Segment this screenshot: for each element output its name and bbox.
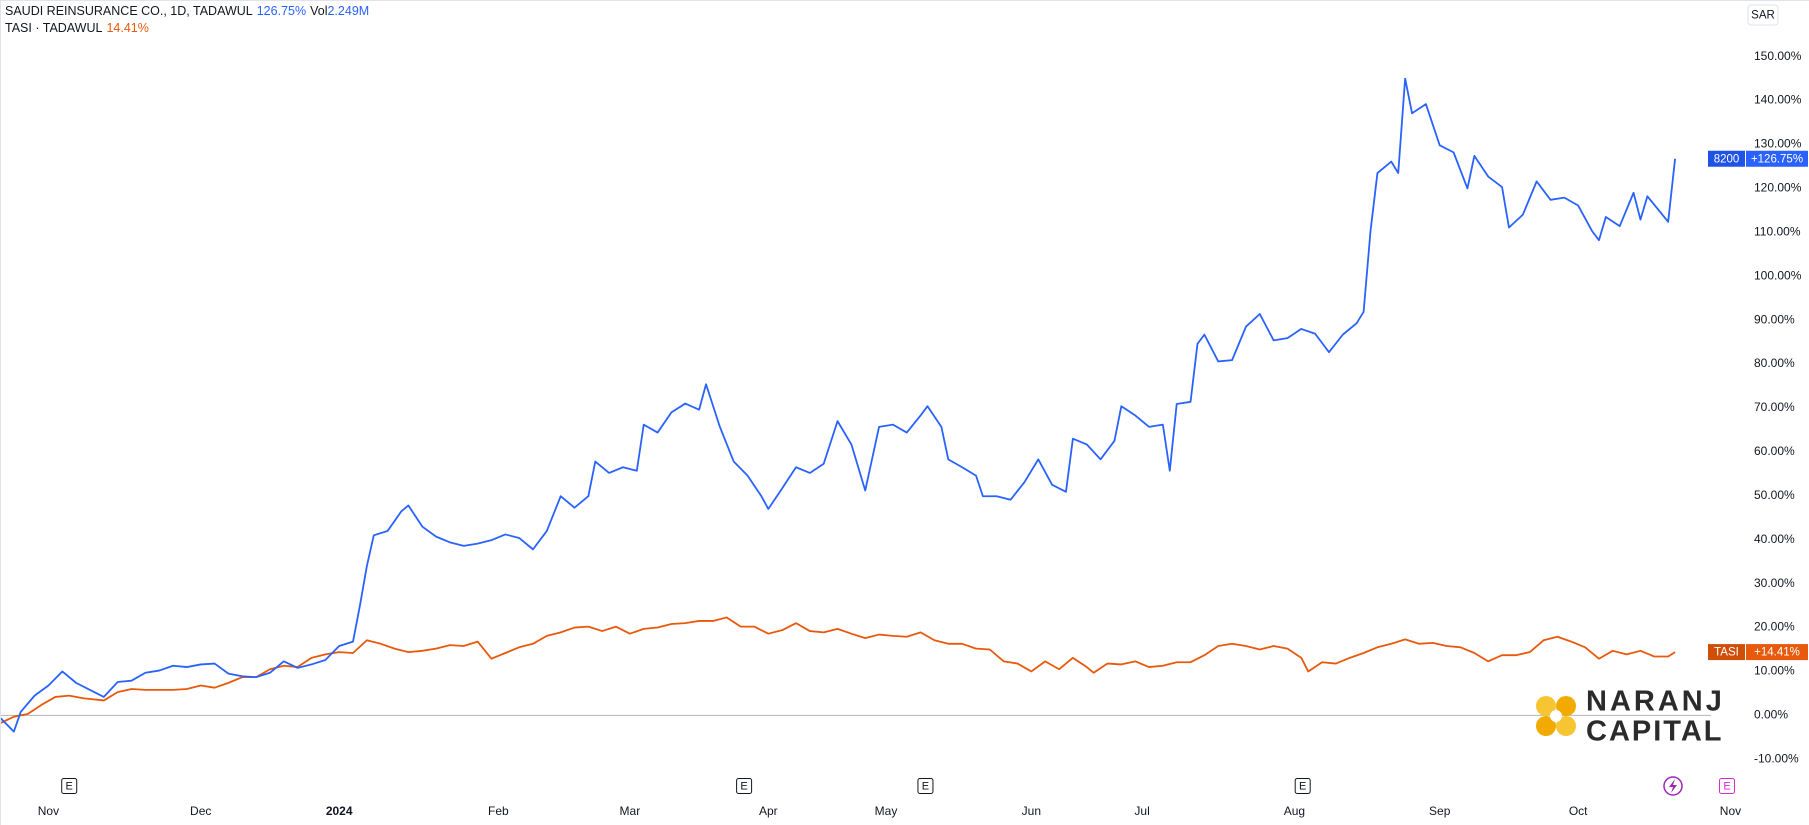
x-tick-label: Apr	[759, 804, 778, 818]
badge-value: +126.75%	[1751, 153, 1803, 165]
event-marker[interactable]: E	[1294, 778, 1311, 794]
y-tick-label: 110.00%	[1754, 224, 1801, 238]
last-value-badge: TASI +14.41%	[1708, 644, 1808, 661]
legend-name: TASI · TADAWUL	[5, 21, 103, 35]
icon-circle	[1663, 776, 1683, 796]
x-tick-label: Nov	[1720, 804, 1741, 818]
y-tick-label: 80.00%	[1754, 356, 1795, 370]
legend-change: 126.75%	[256, 4, 307, 18]
x-tick-label: 2024	[326, 804, 353, 818]
event-box	[1294, 778, 1311, 794]
event-label: E	[1299, 780, 1306, 792]
plot	[0, 77, 1711, 733]
x-tick-label: Oct	[1569, 804, 1588, 818]
badge-ticker: 8200	[1714, 153, 1740, 165]
legend-row: TASI · TADAWUL 14.41%	[5, 21, 153, 35]
event-marker[interactable]: E	[917, 778, 934, 794]
x-tick-label: Nov	[38, 804, 59, 818]
event-box	[61, 778, 78, 794]
realtime-icon[interactable]	[1663, 776, 1683, 796]
logo-petal	[1556, 716, 1576, 736]
currency: SAR	[1751, 10, 1775, 22]
event-box	[1718, 778, 1735, 794]
x-tick-label: Dec	[190, 804, 211, 818]
y-tick-label: 40.00%	[1754, 532, 1795, 546]
y-tick-label: 120.00%	[1754, 181, 1802, 195]
logo-text: NARANJ	[1586, 686, 1725, 718]
event-label: E	[922, 780, 929, 792]
legend-name: SAUDI REINSURANCE CO., 1D, TADAWUL	[5, 4, 253, 18]
x-tick-label: Sep	[1429, 804, 1451, 818]
legend-row: SAUDI REINSURANCE CO., 1D, TADAWUL 126.75…	[5, 4, 373, 18]
icon-bolt	[1669, 779, 1677, 793]
y-tick-label: 20.00%	[1754, 620, 1795, 634]
currency-box[interactable]	[1747, 4, 1779, 26]
y-tick-label: 140.00%	[1754, 93, 1802, 107]
event-marker[interactable]: E	[736, 778, 753, 794]
event-label: E	[740, 780, 747, 792]
price-axis-panel	[1711, 0, 1809, 825]
event-label: E	[1723, 780, 1730, 792]
y-tick-label: -10.00%	[1754, 751, 1799, 765]
y-tick-label: 70.00%	[1754, 400, 1795, 414]
badge-ticker: TASI	[1714, 647, 1739, 659]
legend-change: 14.41%	[106, 21, 149, 35]
y-tick-label: 150.00%	[1754, 49, 1802, 63]
x-tick-label: May	[875, 804, 898, 818]
logo-center	[1550, 710, 1562, 722]
y-tick-label: 130.00%	[1754, 137, 1802, 151]
logo-petal	[1536, 716, 1556, 736]
event-box	[736, 778, 753, 794]
y-tick-label: 60.00%	[1754, 444, 1795, 458]
event-marker[interactable]: E	[61, 778, 78, 794]
logo-petal	[1536, 696, 1556, 716]
y-tick-label: 0.00%	[1754, 708, 1788, 722]
y-tick-label: 10.00%	[1754, 664, 1795, 678]
badge-ticker-bg	[1708, 150, 1745, 167]
badge-value: +14.41%	[1754, 647, 1800, 659]
logo: NARANJ CAPITAL	[1536, 686, 1725, 748]
y-tick-label: 50.00%	[1754, 488, 1795, 502]
volume-prefix: Vol	[310, 4, 328, 18]
x-tick-label: Mar	[620, 804, 641, 818]
y-tick-label: 90.00%	[1754, 312, 1795, 326]
event-marker[interactable]: E	[1718, 778, 1735, 794]
volume: 2.249M	[327, 4, 370, 18]
x-tick-label: Feb	[488, 804, 509, 818]
event-box	[917, 778, 934, 794]
badge-ticker-bg	[1708, 644, 1745, 661]
event-label: E	[66, 780, 73, 792]
logo-text: CAPITAL	[1586, 716, 1724, 748]
x-tick-label: Aug	[1284, 804, 1305, 818]
x-tick-label: Jul	[1134, 804, 1149, 818]
x-tick-label: Jun	[1022, 804, 1041, 818]
badge-value-bg	[1746, 644, 1808, 661]
series-line	[0, 616, 1676, 725]
y-tick-label: 30.00%	[1754, 576, 1795, 590]
last-value-badge: 8200 +126.75%	[1708, 150, 1808, 167]
logo-petal	[1556, 696, 1576, 716]
badge-value-bg	[1746, 150, 1808, 167]
y-tick-label: 100.00%	[1754, 268, 1802, 282]
series-line	[0, 77, 1676, 733]
